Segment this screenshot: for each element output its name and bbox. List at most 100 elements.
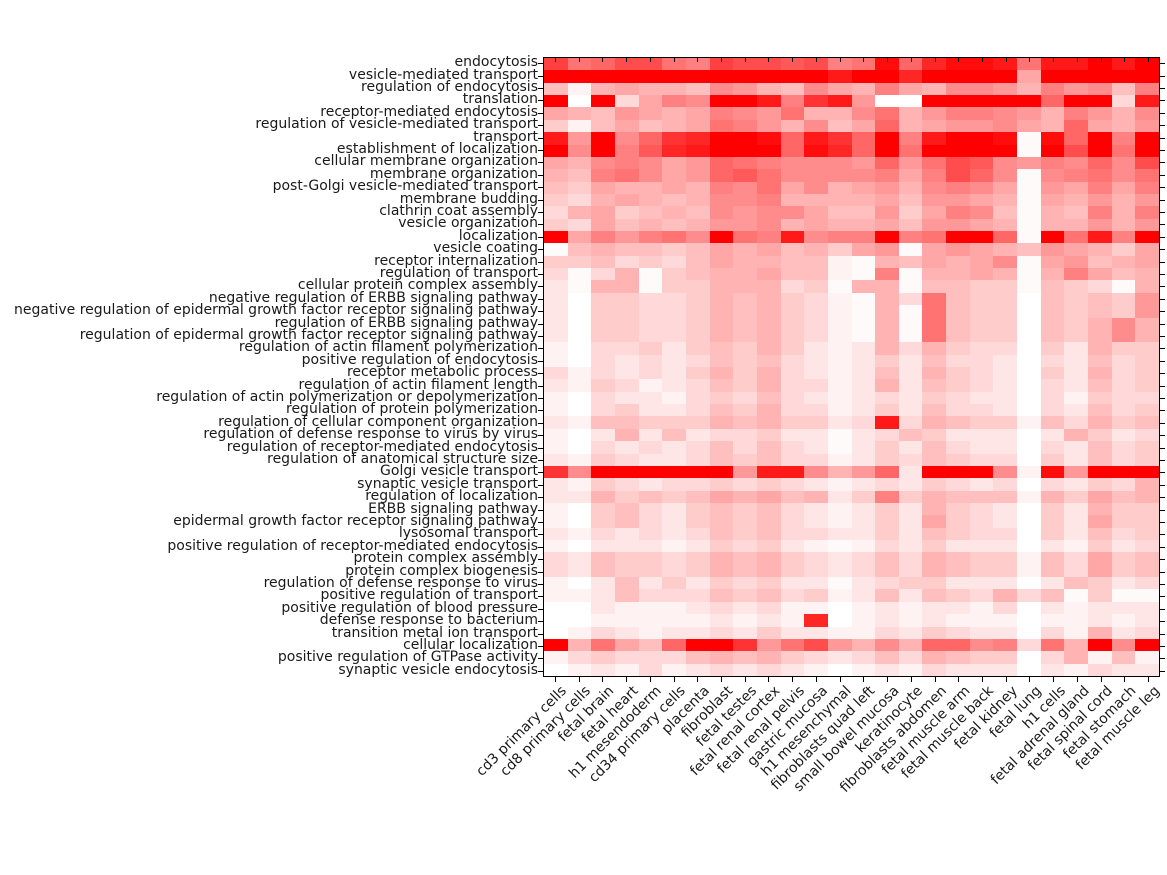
heatmap-cell: [614, 404, 639, 417]
heatmap-cell: [662, 589, 686, 602]
heatmap-cell: [969, 132, 994, 145]
heatmap-cell: [1017, 428, 1041, 442]
heatmap-cell: [780, 354, 805, 367]
heatmap-cell: [733, 366, 757, 380]
y-tick-label: receptor-mediated endocytosis: [320, 103, 538, 120]
heatmap-cell: [1088, 515, 1112, 528]
tick-mark: [1053, 58, 1054, 62]
heatmap-cell: [1135, 638, 1159, 652]
heatmap-cell: [922, 478, 947, 491]
heatmap-cell: [851, 366, 876, 380]
heatmap-cell: [662, 70, 686, 83]
heatmap-cell: [1040, 218, 1065, 232]
heatmap-cell: [614, 317, 639, 330]
heatmap-cell: [733, 82, 757, 96]
heatmap-cell: [685, 255, 710, 269]
heatmap-cell: [591, 218, 615, 232]
heatmap-cell: [804, 490, 828, 503]
heatmap-cell: [662, 156, 686, 170]
heatmap-cell: [591, 231, 615, 244]
heatmap-cell: [591, 601, 615, 615]
heatmap-cell: [756, 552, 781, 565]
heatmap-cell: [1135, 428, 1159, 442]
heatmap-cell: [946, 107, 970, 120]
tick-mark: [1160, 609, 1165, 610]
heatmap-cell: [875, 601, 899, 615]
heatmap-cell: [922, 663, 947, 676]
tick-mark: [538, 410, 543, 411]
heatmap-cell: [662, 601, 686, 615]
heatmap-cell: [1088, 95, 1112, 108]
heatmap-cell: [898, 193, 923, 207]
heatmap-cell: [851, 391, 876, 405]
tick-mark: [1160, 522, 1165, 523]
heatmap-cell: [922, 107, 947, 120]
tick-mark: [768, 58, 769, 62]
y-tick-label: lysosomal transport: [398, 525, 538, 542]
heatmap-cell: [1017, 231, 1041, 244]
heatmap-cell: [898, 638, 923, 652]
heatmap-cell: [662, 206, 686, 219]
heatmap-cell: [1088, 416, 1112, 429]
heatmap-cell: [756, 638, 781, 652]
tick-mark: [538, 658, 543, 659]
heatmap-cell: [804, 317, 828, 330]
heatmap-cell: [685, 119, 710, 133]
heatmap-cell: [756, 453, 781, 466]
tick-mark: [538, 634, 543, 635]
heatmap-cell: [544, 502, 568, 516]
heatmap-cell: [780, 82, 805, 96]
heatmap-cell: [756, 144, 781, 157]
y-tick-label: transition metal ion transport: [331, 624, 538, 641]
heatmap-cell: [1064, 243, 1089, 256]
heatmap-cell: [1135, 354, 1159, 367]
heatmap-cell: [638, 132, 663, 145]
heatmap-cell: [993, 601, 1018, 615]
y-tick-label: regulation of protein polymerization: [286, 401, 538, 418]
heatmap-cell: [851, 354, 876, 367]
heatmap-cell: [1135, 540, 1159, 553]
heatmap-cell: [614, 663, 639, 676]
heatmap-cell: [804, 280, 828, 293]
heatmap-cell: [1040, 453, 1065, 466]
heatmap-cell: [591, 95, 615, 108]
heatmap-cell: [638, 255, 663, 269]
heatmap-cell: [638, 416, 663, 429]
y-tick-label: synaptic vesicle endocytosis: [338, 661, 538, 678]
heatmap-cell: [685, 416, 710, 429]
heatmap-cell: [591, 515, 615, 528]
heatmap-cell: [591, 58, 615, 71]
heatmap-cell: [922, 243, 947, 256]
heatmap-cell: [946, 255, 970, 269]
tick-mark: [863, 58, 864, 62]
heatmap-cell: [1111, 552, 1136, 565]
y-tick-label: regulation of vesicle-mediated transport: [255, 116, 538, 133]
heatmap-cell: [898, 515, 923, 528]
heatmap-cell: [969, 354, 994, 367]
heatmap-cell: [567, 502, 592, 516]
heatmap-cell: [1064, 268, 1089, 281]
heatmap-cell: [946, 502, 970, 516]
heatmap-cell: [685, 280, 710, 293]
heatmap-cell: [733, 515, 757, 528]
heatmap-cell: [1040, 70, 1065, 83]
heatmap-cell: [1135, 502, 1159, 516]
heatmap-cell: [567, 515, 592, 528]
heatmap-cell: [1088, 441, 1112, 454]
heatmap-cell: [898, 465, 923, 479]
heatmap-cell: [946, 280, 970, 293]
heatmap-cell: [898, 292, 923, 306]
heatmap-cell: [709, 107, 734, 120]
heatmap-cell: [946, 132, 970, 145]
heatmap-cell: [1111, 144, 1136, 157]
heatmap-cell: [851, 626, 876, 639]
heatmap-cell: [662, 428, 686, 442]
heatmap-cell: [969, 218, 994, 232]
heatmap-cell: [875, 638, 899, 652]
tick-mark: [1160, 584, 1165, 585]
heatmap-cell: [756, 305, 781, 318]
heatmap-cell: [544, 206, 568, 219]
heatmap-cell: [685, 144, 710, 157]
heatmap-cell: [1064, 255, 1089, 269]
heatmap-cell: [1040, 292, 1065, 306]
